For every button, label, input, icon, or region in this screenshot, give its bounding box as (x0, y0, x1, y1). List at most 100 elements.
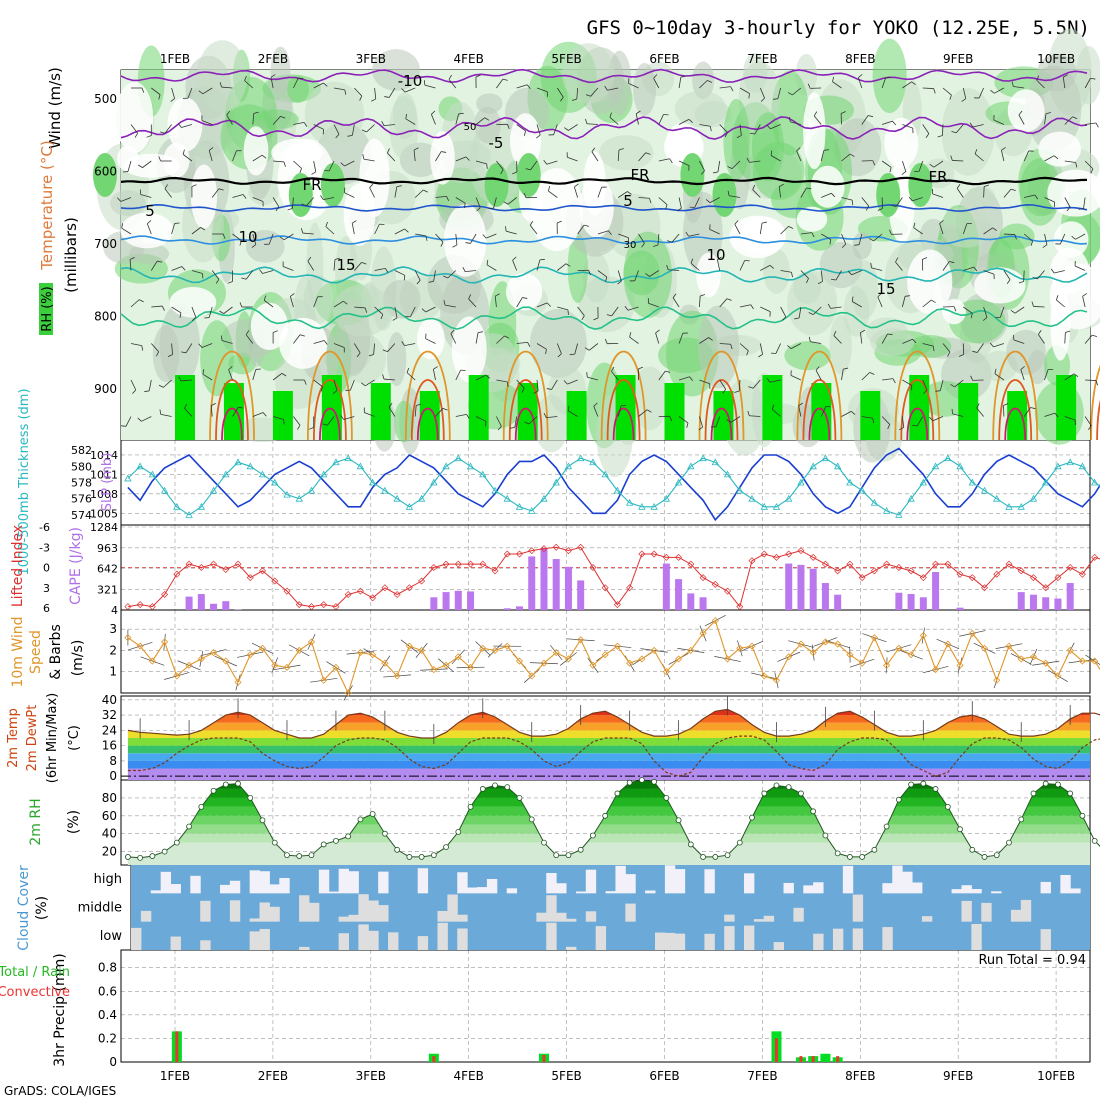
upper-wind-barb (634, 270, 639, 281)
wind-speed-point (577, 636, 585, 644)
upper-wind-barb-flag (446, 196, 450, 201)
thickness-point (625, 498, 634, 506)
upper-wind-barb (861, 416, 873, 419)
rh-point (186, 823, 192, 830)
upper-wind-barb-flag (1030, 407, 1036, 410)
wind-speed-point (748, 642, 756, 650)
upper-wind-barb-flag (356, 352, 361, 358)
upper-wind-barb-flag (618, 148, 624, 151)
upper-wind-barb-flag (891, 204, 897, 207)
upper-wind-barb-flag (604, 85, 608, 91)
upper-wind-barb (617, 405, 622, 417)
thickness-point (222, 470, 230, 478)
thickness-tick-label: 574 (71, 509, 92, 522)
rh-point (626, 779, 633, 786)
upper-wind-barb (574, 186, 578, 198)
thickness-point (454, 454, 462, 462)
cloud-bar-high (664, 865, 676, 894)
upper-wind-barb (516, 341, 528, 344)
upper-wind-barb-flag (823, 149, 829, 151)
rh-saturated-column (1007, 391, 1028, 440)
rh-band (127, 788, 1090, 798)
upper-wind-barb (902, 338, 913, 344)
upper-wind-barb (954, 379, 964, 388)
upper-wind-barb-flag (1090, 77, 1096, 80)
upper-wind-barb-flag (141, 87, 145, 93)
upper-wind-barb-flag (1071, 235, 1076, 240)
cape-bar (197, 594, 205, 610)
thickness-point (234, 458, 242, 466)
upper-wind-barb (252, 412, 264, 417)
upper-wind-barb-flag (669, 416, 673, 422)
temp-band (127, 722, 1090, 731)
upper-wind-barb-flag (476, 207, 481, 212)
upper-wind-barb (729, 195, 741, 198)
upper-wind-barb-flag (747, 410, 750, 416)
upper-wind-barb-flag (226, 110, 230, 116)
upper-wind-barb (470, 233, 477, 244)
upper-wind-barb-flag (912, 338, 917, 344)
upper-wind-barb-flag (179, 312, 182, 318)
cloud-bar-high (328, 891, 340, 894)
upper-wind-barb-flag (700, 294, 706, 297)
upper-wind-barb (749, 415, 761, 417)
upper-wind-barb (363, 158, 375, 162)
thickness-point (919, 478, 928, 486)
wind-speed-point (870, 634, 878, 642)
upper-wind-barb-flag (794, 317, 800, 320)
thickness-point (1066, 458, 1074, 466)
upper-wind-barb (289, 296, 294, 308)
upper-wind-barb (902, 416, 905, 428)
rh-point (235, 780, 241, 787)
thickness-point (246, 462, 254, 470)
rh-point (663, 794, 670, 801)
x-tick-label-bottom: 2FEB (258, 1069, 288, 1083)
upper-wind-barb-flag (935, 390, 941, 392)
upper-wind-barb (1023, 407, 1031, 417)
x-tick-label-bottom: 9FEB (943, 1069, 973, 1083)
rh-shading-cell (200, 320, 234, 397)
upper-wind-barb-flag (782, 316, 787, 321)
upper-wind-barb (688, 233, 700, 237)
cape-bar (515, 606, 523, 610)
upper-wind-barb-flag (401, 341, 405, 346)
cloud-bar-high (170, 884, 181, 894)
upper-wind-barb-flag (462, 267, 466, 272)
upper-wind-barb (1064, 373, 1075, 381)
cloud-bar-high (279, 878, 290, 894)
upper-wind-barb (739, 304, 751, 308)
upper-wind-barb-flag (364, 307, 368, 313)
upper-wind-barb (351, 223, 355, 235)
rh-midlevel-cell (93, 153, 117, 197)
lifted-index-point (161, 591, 169, 598)
upper-wind-barb (851, 270, 862, 276)
upper-wind-barb-flag (869, 238, 874, 242)
upper-wind-barb (617, 149, 620, 162)
upper-wind-barb (699, 124, 711, 127)
temp-band (127, 745, 1090, 754)
upper-wind-barb (1085, 379, 1097, 381)
rh-saturated-column (762, 375, 783, 440)
upper-wind-barb-flag (851, 296, 854, 302)
wind-speed-point (662, 668, 670, 676)
rh-shading-cell (940, 206, 993, 248)
upper-wind-barb-flag (320, 386, 323, 392)
x-tick-label-top: 6FEB (649, 52, 679, 66)
upper-wind-barb-flag (1032, 276, 1038, 280)
upper-wind-barb (1044, 155, 1055, 162)
cape-bar (662, 563, 670, 610)
cloud-bar-high (318, 869, 330, 894)
upper-wind-barb-flag (655, 329, 660, 334)
upper-wind-barb (918, 160, 924, 172)
upper-wind-barb-flag (465, 156, 470, 161)
upper-wind-barb (365, 379, 375, 387)
cape-bar (1017, 592, 1025, 610)
cloud-bar-low (654, 932, 666, 950)
upper-wind-barb-flag (689, 376, 694, 381)
upper-wind-barb (731, 160, 741, 169)
lifted-index-point (748, 557, 756, 565)
cape-bar (185, 596, 193, 610)
upper-wind-barb-flag (507, 124, 510, 130)
upper-wind-barb (759, 343, 763, 355)
